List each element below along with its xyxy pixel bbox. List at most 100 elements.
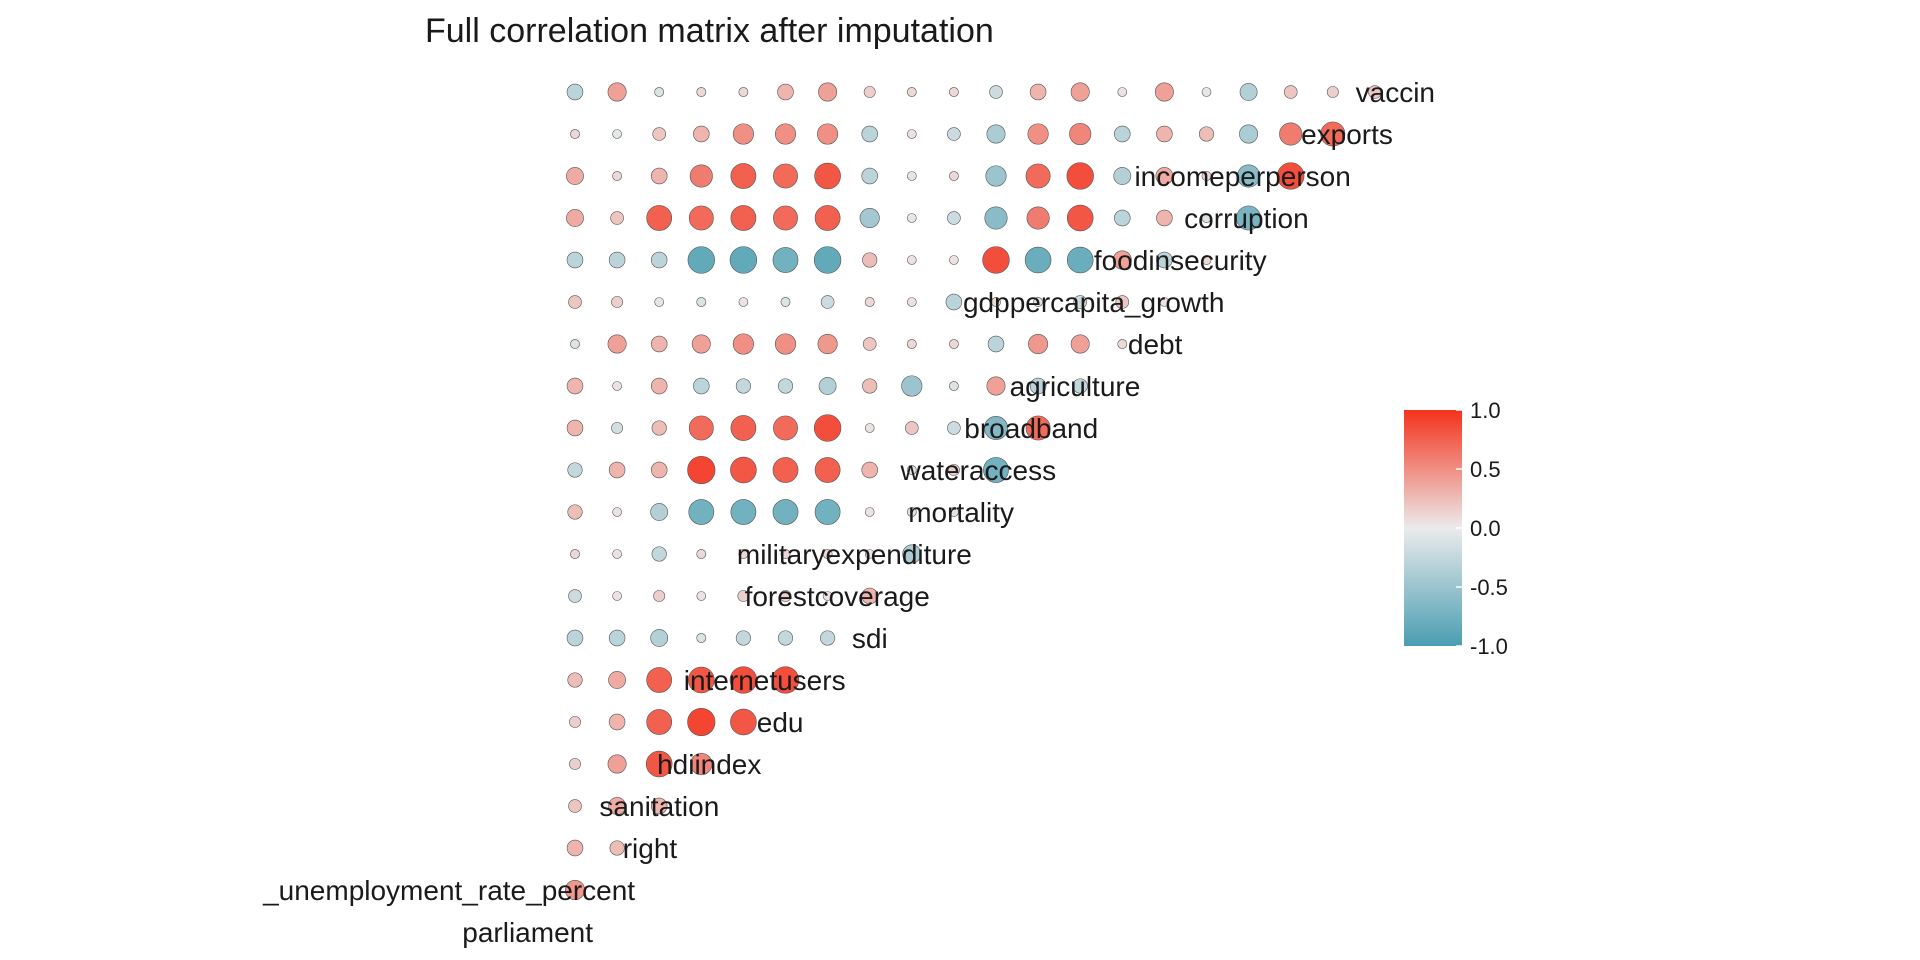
corr-cell-corruption-_unemployment_rate_percent <box>610 211 624 225</box>
corr-cell-foodinsecurity-militaryexpenditure <box>949 255 959 265</box>
corr-cell-incomeperperson-agriculture <box>1113 167 1132 185</box>
corr-cell-vaccin-broadband <box>1070 82 1090 102</box>
corr-cell-mortality-sanitation <box>688 499 715 525</box>
corr-cell-right-_unemployment_rate_percent <box>609 840 625 856</box>
corr-cell-vaccin-corruption <box>1283 85 1298 99</box>
corr-cell-agriculture-edu <box>777 378 794 394</box>
corr-cell-right-parliament <box>566 839 584 857</box>
corr-cell-vaccin-internetusers <box>818 82 838 102</box>
corr-cell-mortality-internetusers <box>814 499 841 525</box>
variable-label-hdiindex: hdiindex <box>657 749 761 780</box>
corr-cell-wateraccess-internetusers <box>814 457 841 483</box>
corr-cell-broadband-internetusers <box>813 414 842 442</box>
corr-cell-corruption-debt <box>1156 209 1173 227</box>
variable-label-_unemployment_rate_percent: _unemployment_rate_percent <box>262 875 635 906</box>
corr-cell-corruption-agriculture <box>1114 209 1131 227</box>
corr-cell-incomeperperson-militaryexpenditure <box>949 171 959 181</box>
corr-cell-exports-sanitation <box>693 125 710 143</box>
variable-label-exports: exports <box>1301 119 1393 150</box>
corr-cell-internetusers-edu <box>771 666 800 694</box>
variable-label-debt: debt <box>1128 329 1183 360</box>
variable-label-wateraccess: wateraccess <box>899 455 1056 486</box>
corr-cell-corruption-edu <box>773 205 798 231</box>
corr-cell-sdi-internetusers <box>820 630 836 646</box>
legend-tick-label: -1.0 <box>1470 634 1508 659</box>
corr-cell-foodinsecurity-right <box>650 251 668 269</box>
corr-cell-gdppercapita_growth-agriculture <box>1115 295 1130 309</box>
corr-cell-gdppercapita_growth-sanitation <box>696 297 707 307</box>
corr-cell-militaryexpenditure-edu <box>780 549 791 559</box>
corr-cell-gdppercapita_growth-broadband <box>1073 295 1087 309</box>
corr-cell-incomeperperson-gdppercapita_growth <box>1201 171 1212 181</box>
variable-label-forestcoverage: forestcoverage <box>745 581 930 612</box>
corr-cell-incomeperperson-foodinsecurity <box>1237 164 1261 188</box>
corr-cell-corruption-wateraccess <box>1026 206 1050 230</box>
corr-cell-gdppercapita_growth-mortality <box>991 297 1001 307</box>
variable-label-militaryexpenditure: militaryexpenditure <box>737 539 972 570</box>
corr-cell-militaryexpenditure-hdiindex <box>738 549 749 559</box>
corr-cell-foodinsecurity-forestcoverage <box>906 255 917 265</box>
corr-cell-exports-parliament <box>570 129 580 139</box>
corr-cell-agriculture-wateraccess <box>1029 377 1047 395</box>
corr-cell-vaccin-right <box>654 87 665 97</box>
corr-cell-forestcoverage-sdi <box>861 587 878 605</box>
corr-cell-militaryexpenditure-sdi <box>864 549 875 559</box>
corr-cell-internetusers-_unemployment_rate_percent <box>608 671 626 689</box>
corr-cell-debt-militaryexpenditure <box>949 339 959 349</box>
variable-label-gdppercapita_growth: gdppercapita_growth <box>963 287 1225 318</box>
corr-cell-sdi-_unemployment_rate_percent <box>608 629 626 647</box>
corr-cell-sdi-right <box>650 629 669 647</box>
corr-cell-exports-foodinsecurity <box>1239 124 1259 144</box>
corr-cell-vaccin-incomeperperson <box>1326 86 1339 98</box>
variable-label-sdi: sdi <box>852 623 888 654</box>
corr-cell-debt-edu <box>774 333 797 355</box>
corr-cell-debt-internetusers <box>817 333 838 355</box>
corr-cell-corruption-sanitation <box>688 205 714 231</box>
corr-cell-agriculture-sdi <box>862 378 878 394</box>
corr-cell-foodinsecurity-debt <box>1156 251 1173 269</box>
corr-cell-foodinsecurity-parliament <box>566 251 584 269</box>
corr-cell-exports-mortality <box>986 124 1006 144</box>
corr-cell-wateraccess-parliament <box>567 462 583 478</box>
corr-cell-incomeperperson-internetusers <box>814 162 841 190</box>
corr-cell-foodinsecurity-hdiindex <box>729 246 758 274</box>
variable-label-mortality: mortality <box>908 497 1014 528</box>
corr-cell-mortality-sdi <box>864 507 875 517</box>
corr-cell-exports-hdiindex <box>732 123 754 145</box>
corr-cell-incomeperperson-sdi <box>861 167 878 185</box>
variable-label-incomeperperson: incomeperperson <box>1134 161 1350 192</box>
corr-cell-corruption-parliament <box>566 209 584 227</box>
variable-label-corruption: corruption <box>1184 203 1309 234</box>
corr-cell-debt-mortality <box>987 335 1005 353</box>
corr-cell-debt-wateraccess <box>1028 333 1049 355</box>
corr-cell-broadband-forestcoverage <box>905 421 919 435</box>
corr-cell-gdppercapita_growth-_unemployment_rate_percent <box>611 296 624 308</box>
corr-cell-sdi-edu <box>777 630 794 646</box>
variable-label-sanitation: sanitation <box>599 791 719 822</box>
corr-cell-gdppercapita_growth-internetusers <box>820 295 835 309</box>
corr-cell-militaryexpenditure-internetusers <box>822 549 833 559</box>
corr-cell-forestcoverage-internetusers <box>822 591 833 601</box>
legend-color-bar <box>1404 410 1462 646</box>
legend-tick-label: 0.0 <box>1470 516 1501 541</box>
corr-cell-debt-_unemployment_rate_percent <box>607 334 627 354</box>
corr-cell-exports-debt <box>1156 125 1173 143</box>
corr-cell-forestcoverage-parliament <box>568 589 582 603</box>
corr-cell-foodinsecurity-gdppercapita_growth <box>1201 255 1212 265</box>
corr-cell-debt-sdi <box>862 337 877 351</box>
corr-cell-exports-agriculture <box>1114 125 1131 143</box>
corr-cell-exports-internetusers <box>817 123 839 145</box>
corr-cell-gdppercapita_growth-hdiindex <box>738 297 749 307</box>
corr-cell-agriculture-sanitation <box>693 377 710 395</box>
corr-cell-sanitation-right <box>650 797 668 815</box>
corr-cell-broadband-militaryexpenditure <box>947 421 961 435</box>
corr-cell-edu-right <box>646 709 673 735</box>
corr-cell-hdiindex-_unemployment_rate_percent <box>607 754 627 774</box>
corr-cell-wateraccess-right <box>650 461 668 479</box>
color-legend: 1.0 0.5 0.0 -0.5 -1.0 <box>1404 398 1508 659</box>
corr-cell-vaccin-_unemployment_rate_percent <box>607 82 627 102</box>
corr-cell-incomeperperson-wateraccess <box>1025 163 1051 189</box>
corr-cell-hdiindex-parliament <box>569 758 581 770</box>
corr-cell-corruption-hdiindex <box>730 205 757 231</box>
